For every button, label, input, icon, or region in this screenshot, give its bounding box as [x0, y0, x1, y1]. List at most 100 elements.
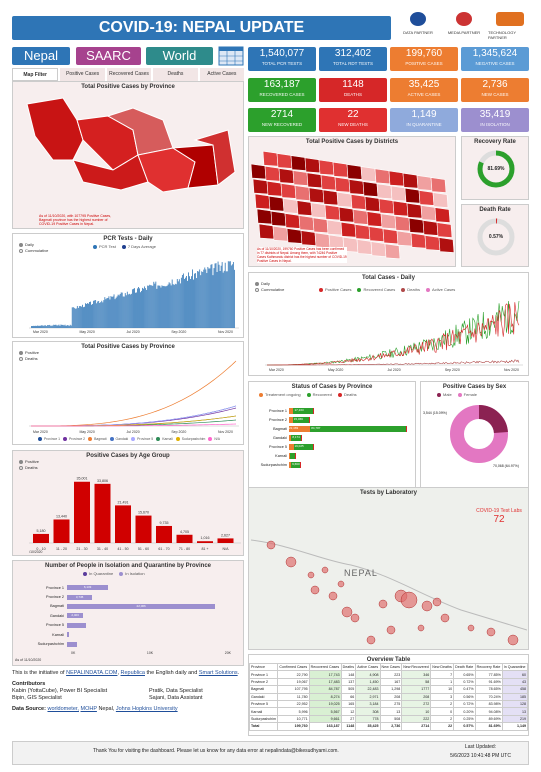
kpi-card[interactable]: 1,345,624 NEGATIVE CASES — [461, 47, 529, 71]
overview-cell: 1,149 — [501, 722, 529, 731]
overview-cell: 77.85% — [474, 670, 503, 679]
overview-header-cell[interactable]: Deaths — [340, 662, 357, 672]
overview-header-cell[interactable]: New Recovered — [401, 662, 432, 672]
age-bar — [176, 534, 193, 543]
nepalindata-link[interactable]: NEPALINDATA.COM — [66, 670, 118, 676]
pcr-bar — [191, 276, 192, 328]
kpi-card[interactable]: 2,736 NEW CASES — [461, 78, 529, 102]
status-chart[interactable]: Province 1 17,163 Province 2 15,066 Bagmati 2… — [251, 406, 415, 469]
table-grid-icon[interactable] — [218, 46, 244, 66]
district-shape — [362, 181, 379, 197]
province-map-panel: Total Positive Cases by Province As of 1… — [12, 81, 244, 229]
province-map[interactable] — [13, 90, 243, 220]
status-deaths-bar — [294, 452, 296, 459]
kpi-card[interactable]: 163,187 RECOVERED CASES — [248, 78, 316, 102]
district-shape — [366, 211, 383, 227]
lab-location — [378, 599, 388, 609]
kpi-card[interactable]: 312,402 TOTAL RDT TESTS — [319, 47, 387, 71]
district-shape — [334, 176, 351, 193]
recovery-rate-panel: Recovery Rate 81.69% — [461, 136, 529, 200]
labs-count: 72 — [493, 514, 505, 525]
tab-deaths[interactable]: Deaths — [153, 68, 198, 81]
pcr-chart[interactable] — [19, 256, 241, 331]
pcr-bar — [229, 261, 231, 328]
republica-link[interactable]: Republica — [120, 670, 145, 676]
pcr-bar — [120, 292, 122, 328]
overview-header-cell[interactable]: Province — [248, 662, 279, 672]
overview-cell: 0.47% — [453, 685, 476, 694]
labs-map[interactable] — [251, 500, 527, 648]
prov-radio-deaths[interactable]: Deaths — [19, 356, 38, 361]
pcr-bar — [146, 289, 148, 328]
overview-cell: 4,908 — [355, 670, 381, 679]
age-radio-deaths[interactable]: Deaths — [19, 465, 38, 470]
kpi-card[interactable]: 2714 NEW RECOVERED — [248, 108, 316, 132]
status-recovered-bar — [290, 452, 295, 459]
data-partner[interactable]: DATA PARTNER — [396, 12, 440, 44]
sex-title: Positive Cases by Sex — [442, 384, 507, 390]
district-map[interactable] — [251, 149, 455, 259]
overview-header-cell[interactable]: In Quarantine — [501, 662, 529, 672]
tab-positive-cases[interactable]: Positive Cases — [60, 68, 105, 81]
kpi-card[interactable]: 22 NEW DEATHS — [319, 108, 387, 132]
pcr-bar — [34, 325, 35, 328]
overview-header-cell[interactable]: Death Rate — [453, 662, 476, 672]
district-shape — [290, 155, 307, 171]
province-line-chart[interactable] — [19, 356, 241, 428]
overview-cell: 223 — [379, 670, 403, 679]
pcr-bar — [99, 303, 101, 328]
age-chart[interactable]: 5,180 0 - 10 13,440 11 - 20 35,001 21 - 30 33,… — [29, 465, 241, 553]
tab-recovered-cases[interactable]: Recovered Cases — [106, 68, 152, 81]
tab-map-filter[interactable]: Map Filter — [12, 68, 59, 81]
district-shape — [280, 183, 297, 199]
mohp-link[interactable]: MOHP — [80, 706, 97, 712]
kpi-card[interactable]: 1,540,077 TOTAL PCR TESTS — [248, 47, 316, 71]
kpi-card[interactable]: 1,149 IN QUARANTINE — [390, 108, 458, 132]
sex-donut[interactable] — [449, 404, 509, 464]
overview-table[interactable]: Province Confirmed Cases Recovered Cases De… — [248, 662, 529, 731]
overview-header-cell[interactable]: Recovered Cases — [308, 662, 342, 672]
pcr-bar — [114, 299, 116, 328]
status-deaths-bar — [300, 434, 302, 441]
death-gauge — [477, 218, 515, 256]
overview-header-cell[interactable]: Recovery Rate — [474, 662, 503, 672]
kpi-card[interactable]: 199,760 POSITIVE CASES — [390, 47, 458, 71]
smart-solutions-link[interactable]: Smart Solutions — [198, 670, 238, 676]
tab-active-cases[interactable]: Active Cases — [199, 68, 245, 81]
daily-radio-daily[interactable]: Daily — [255, 281, 270, 286]
daily-radio-cumulative[interactable]: Cummulative — [255, 287, 284, 292]
overview-header-cell[interactable]: Confirmed Cases — [277, 662, 310, 672]
district-shape — [354, 224, 371, 240]
kpi-label: IN QUARANTINE — [406, 122, 442, 127]
overview-cell: 2 — [430, 699, 455, 709]
pcr-bar — [212, 275, 214, 328]
status-row-label: Sudurpashchim — [260, 462, 287, 467]
jhu-link[interactable]: Johns Hopkins University — [115, 706, 178, 712]
kpi-card[interactable]: 35,425 ACTIVE CASES — [390, 78, 458, 102]
overview-header-cell[interactable]: Active Cases — [355, 662, 381, 672]
pcr-bar — [98, 300, 100, 328]
quarantine-chart[interactable]: Province 1 6,133 Province 2 3,745 Bagmati 22,… — [15, 583, 239, 649]
nav-saarc-button[interactable]: SAARC — [76, 47, 141, 65]
overview-header-cell[interactable]: New Deaths — [430, 662, 455, 672]
media-partner[interactable]: MEDIA PARTNER — [442, 12, 486, 44]
age-bar-label: 2,627 — [221, 533, 230, 537]
age-radio-positive[interactable]: Positive — [19, 459, 39, 464]
technology-partner[interactable]: TECHNOLOGY PARTNER — [488, 12, 532, 44]
quarantine-note: As of 11/10/2020 — [15, 658, 42, 662]
nav-world-button[interactable]: World — [146, 47, 213, 65]
pcr-radio-daily[interactable]: Daily — [19, 242, 34, 247]
overview-header-cell[interactable]: New Cases — [379, 662, 403, 672]
kpi-label: RECOVERED CASES — [259, 92, 305, 97]
kpi-card[interactable]: 1148 DEATHS — [319, 78, 387, 102]
worldometer-link[interactable]: worldometer, — [47, 706, 79, 712]
nav-nepal-button[interactable]: Nepal — [12, 47, 70, 65]
overview-cell: Gandaki — [248, 692, 279, 701]
prov-radio-positive[interactable]: Positive — [19, 350, 39, 355]
pcr-radio-cumulative[interactable]: Cummulative — [19, 248, 48, 253]
pcr-bar — [202, 272, 204, 328]
status-row: Gandaki 8,174 — [251, 433, 415, 442]
daily-chart[interactable] — [255, 295, 525, 367]
pcr-bar — [152, 285, 154, 328]
kpi-card[interactable]: 35,419 IN ISOLATION — [461, 108, 529, 132]
